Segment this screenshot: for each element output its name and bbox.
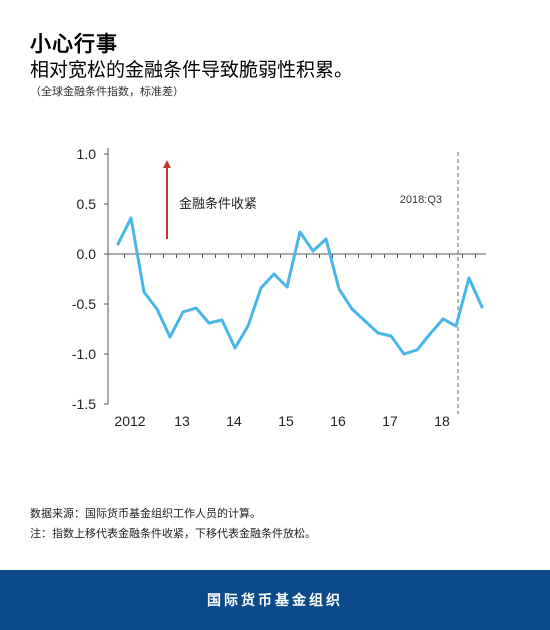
footer-bar: 国际货币基金组织 [0,570,550,630]
index-series-line [116,216,484,356]
data-source-note: 数据来源：国际货币基金组织工作人员的计算。 [30,507,261,520]
y-tick-label: -1.0 [72,346,96,362]
x-tick-label: 14 [226,413,242,429]
x-tick-label: 15 [278,413,294,429]
x-tick-label: 13 [174,413,190,429]
tightening-arrow-label: 金融条件收紧 [179,196,257,212]
y-tick-label: -1.5 [72,396,96,412]
y-tick-label: 0.5 [77,196,97,212]
x-tick-label: 16 [330,413,346,429]
chart-units-note: （全球金融条件指数，标准差） [30,85,184,98]
y-tick-label: 0.0 [77,246,97,262]
chart-title: 小心行事 [30,32,118,56]
line-chart: 1.0 0.5 0.0 -0.5 -1.0 -1.5 2012 13 14 15 16 17 18 201… [72,146,486,429]
x-tick-label: 2012 [114,413,145,429]
y-tick-label: -0.5 [72,296,96,312]
tightening-arrow-head [163,160,171,168]
vline-label: 2018:Q3 [400,194,442,206]
footer-org-name: 国际货币基金组织 [207,593,343,609]
x-tick-label: 17 [382,413,398,429]
y-tick-label: 1.0 [77,146,97,162]
index-footnote: 注：指数上移代表金融条件收紧，下移代表金融条件放松。 [30,527,316,540]
x-tick-label: 18 [434,413,450,429]
chart-subtitle: 相对宽松的金融条件导致脆弱性积累。 [30,59,354,81]
